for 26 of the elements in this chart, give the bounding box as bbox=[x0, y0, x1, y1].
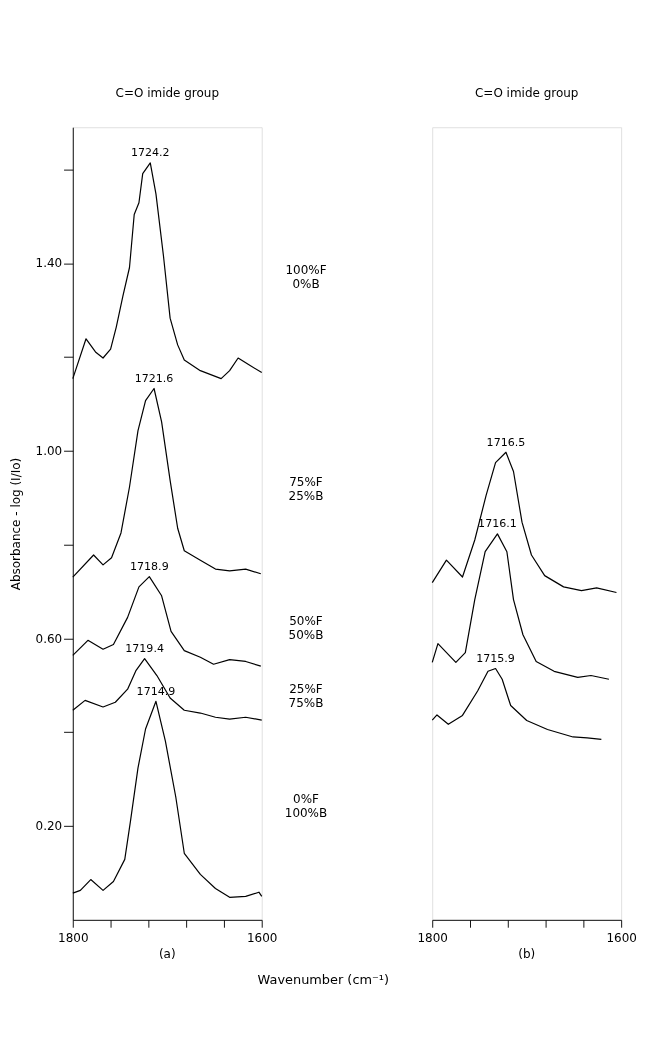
y-tick-label: 1.00 bbox=[35, 444, 63, 459]
annotation: 1718.9 bbox=[130, 560, 169, 574]
text: 0%F 100%B bbox=[284, 792, 328, 820]
y-tick-label: 0.20 bbox=[35, 819, 63, 834]
text: C=O imide group bbox=[115, 85, 220, 100]
annotation: 1721.6 bbox=[134, 372, 174, 386]
text: (a) bbox=[158, 946, 176, 961]
x-tick-label: 1800 bbox=[58, 931, 89, 946]
annotation: 1716.1 bbox=[478, 517, 517, 531]
annotation: 1715.9 bbox=[476, 652, 515, 666]
text: 75%F 25%B bbox=[288, 475, 324, 504]
x-tick-label: 1800 bbox=[417, 931, 448, 946]
x-tick-label: 1600 bbox=[246, 931, 278, 946]
x-tick-label: 1600 bbox=[606, 931, 637, 946]
text: C=O imide group bbox=[475, 85, 579, 100]
text: 50%F 50%B bbox=[288, 614, 324, 642]
text: 25%F 75%B bbox=[288, 682, 324, 710]
annotation: 1724.2 bbox=[130, 146, 170, 160]
text: 100%F 0%B bbox=[285, 263, 327, 292]
x-axis-title: Wavenumber (cm⁻¹) bbox=[257, 971, 390, 987]
y-tick-label: 0.60 bbox=[35, 631, 63, 646]
y-axis-title: Absorbance - log (I/Io) bbox=[8, 457, 23, 591]
annotation: 1716.5 bbox=[486, 435, 526, 449]
annotation: 1719.4 bbox=[125, 642, 164, 656]
y-tick-label: 1.40 bbox=[35, 256, 63, 271]
text: (b) bbox=[518, 946, 536, 961]
